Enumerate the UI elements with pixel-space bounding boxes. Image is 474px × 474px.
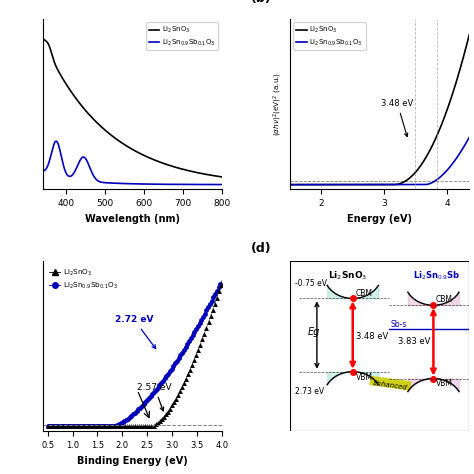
X-axis label: Energy (eV): Energy (eV): [347, 214, 412, 224]
FancyBboxPatch shape: [291, 261, 469, 431]
Text: Li$_2$SnO$_3$: Li$_2$SnO$_3$: [328, 269, 367, 282]
Text: 3.48 eV: 3.48 eV: [356, 332, 389, 341]
Text: Eg: Eg: [308, 327, 320, 337]
X-axis label: Binding Energy (eV): Binding Energy (eV): [77, 456, 188, 465]
Text: 3.83 eV: 3.83 eV: [398, 337, 430, 346]
Text: VBM: VBM: [436, 379, 453, 388]
Text: VBM: VBM: [356, 373, 373, 382]
Text: 2.72 eV: 2.72 eV: [115, 315, 155, 348]
Text: Sb-s: Sb-s: [391, 319, 407, 328]
Legend: Li$_2$SnO$_3$, Li$_2$Sn$_{0.9}$Sb$_{0.1}$O$_3$: Li$_2$SnO$_3$, Li$_2$Sn$_{0.9}$Sb$_{0.1}…: [293, 22, 365, 50]
Text: 2.73 eV: 2.73 eV: [295, 387, 325, 396]
Text: CBM: CBM: [436, 295, 453, 304]
Text: Li$_2$Sn$_{0.9}$Sb: Li$_2$Sn$_{0.9}$Sb: [413, 269, 461, 282]
Text: 2.57 eV: 2.57 eV: [137, 383, 172, 411]
X-axis label: Wavelength (nm): Wavelength (nm): [85, 214, 180, 224]
Legend: Li$_2$SnO$_3$, Li$_2$Sn$_{0.9}$Sb$_{0.1}$O$_3$: Li$_2$SnO$_3$, Li$_2$Sn$_{0.9}$Sb$_{0.1}…: [46, 264, 121, 293]
Text: 3.48 eV: 3.48 eV: [381, 99, 413, 137]
Y-axis label: $(\alpha h\nu)^2(\mathrm{eV})^2$ (a.u.): $(\alpha h\nu)^2(\mathrm{eV})^2$ (a.u.): [272, 72, 284, 136]
Text: Enhanced: Enhanced: [373, 380, 408, 391]
Text: CBM: CBM: [356, 289, 373, 298]
Text: (b): (b): [251, 0, 271, 5]
Text: -0.75 eV: -0.75 eV: [295, 280, 328, 289]
Legend: Li$_2$SnO$_3$, Li$_2$Sn$_{0.9}$Sb$_{0.1}$O$_3$: Li$_2$SnO$_3$, Li$_2$Sn$_{0.9}$Sb$_{0.1}…: [146, 22, 219, 50]
FancyBboxPatch shape: [369, 376, 411, 391]
Text: (d): (d): [251, 242, 271, 255]
